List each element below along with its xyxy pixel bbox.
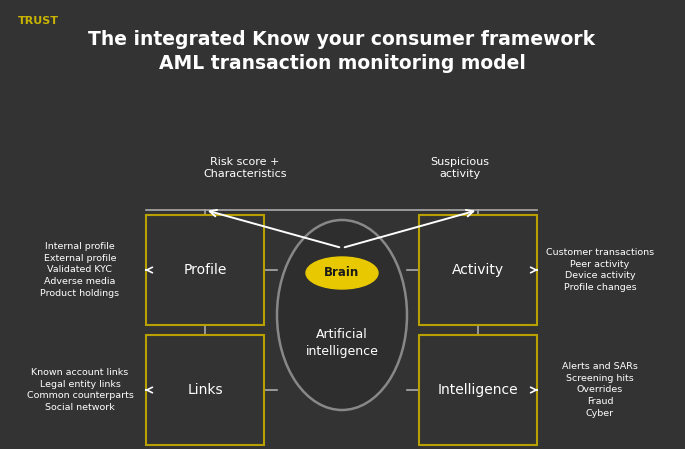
Text: Artificial
intelligence: Artificial intelligence: [306, 329, 378, 357]
Text: Intelligence: Intelligence: [438, 383, 519, 397]
Text: Risk score +
Characteristics: Risk score + Characteristics: [203, 157, 287, 179]
Ellipse shape: [306, 257, 378, 289]
Text: Activity: Activity: [452, 263, 504, 277]
FancyBboxPatch shape: [146, 215, 264, 325]
FancyBboxPatch shape: [419, 335, 537, 445]
Text: Internal profile
External profile
Validated KYC
Adverse media
Product holdings: Internal profile External profile Valida…: [40, 242, 120, 298]
Text: Brain: Brain: [325, 267, 360, 279]
Text: Links: Links: [187, 383, 223, 397]
FancyBboxPatch shape: [419, 215, 537, 325]
Text: Customer transactions
Peer activity
Device activity
Profile changes: Customer transactions Peer activity Devi…: [546, 248, 654, 292]
Ellipse shape: [277, 220, 407, 410]
Text: Known account links
Legal entity links
Common counterparts
Social network: Known account links Legal entity links C…: [27, 368, 134, 412]
Text: The integrated Know your consumer framework
AML transaction monitoring model: The integrated Know your consumer framew…: [88, 30, 595, 73]
Text: TRUST: TRUST: [18, 16, 59, 26]
FancyBboxPatch shape: [146, 335, 264, 445]
Text: Suspicious
activity: Suspicious activity: [430, 157, 490, 179]
Text: Profile: Profile: [184, 263, 227, 277]
Text: Alerts and SARs
Screening hits
Overrides
Fraud
Cyber: Alerts and SARs Screening hits Overrides…: [562, 362, 638, 418]
